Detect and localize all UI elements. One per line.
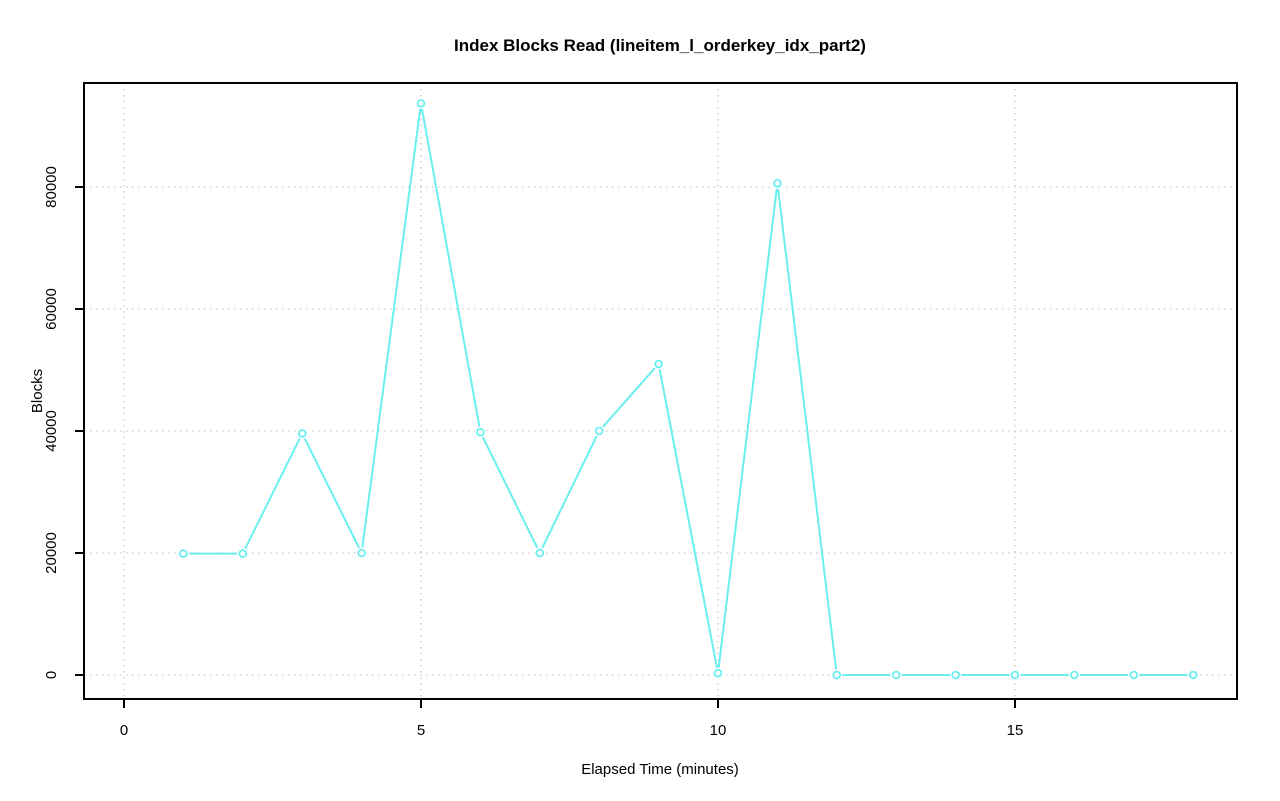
data-point: [297, 429, 307, 438]
data-point: [357, 548, 366, 558]
y-axis-label: Blocks: [29, 369, 46, 413]
data-point: [654, 359, 663, 369]
data-point: [476, 427, 485, 437]
y-axis-tick-label: 20000: [43, 532, 60, 574]
x-axis-tick-label: 15: [1007, 722, 1024, 739]
data-point: [713, 668, 723, 678]
data-point: [535, 548, 545, 558]
data-series: [177, 97, 1199, 681]
data-point: [832, 670, 842, 680]
data-point: [1129, 670, 1139, 680]
data-point: [179, 549, 188, 558]
data-point: [951, 670, 960, 680]
x-axis-tick-label: 10: [710, 722, 727, 739]
y-axis-tick-label: 80000: [43, 166, 60, 208]
axis-ticks: [75, 186, 1016, 708]
data-point: [416, 99, 426, 108]
data-point: [1010, 670, 1020, 680]
data-point: [594, 426, 604, 436]
x-axis-tick-label: 5: [417, 722, 425, 739]
plot-border: [83, 82, 1238, 700]
chart-title: Index Blocks Read (lineitem_l_orderkey_i…: [454, 36, 866, 55]
data-point: [1070, 670, 1079, 680]
gridlines: [84, 83, 1237, 699]
data-point: [773, 179, 782, 188]
data-line: [183, 102, 1194, 676]
data-point: [891, 670, 901, 680]
data-point: [1188, 670, 1198, 680]
x-axis-tick-label: 0: [120, 722, 128, 739]
y-axis-tick-label: 40000: [43, 410, 60, 452]
y-axis-tick-label: 0: [43, 671, 60, 679]
axis-tick-labels: 0 5 10 15 0 20000 40000 60000 80000: [43, 166, 1023, 739]
data-point: [238, 549, 248, 558]
y-axis-tick-label: 60000: [43, 288, 60, 330]
x-axis-label: Elapsed Time (minutes): [581, 761, 739, 778]
